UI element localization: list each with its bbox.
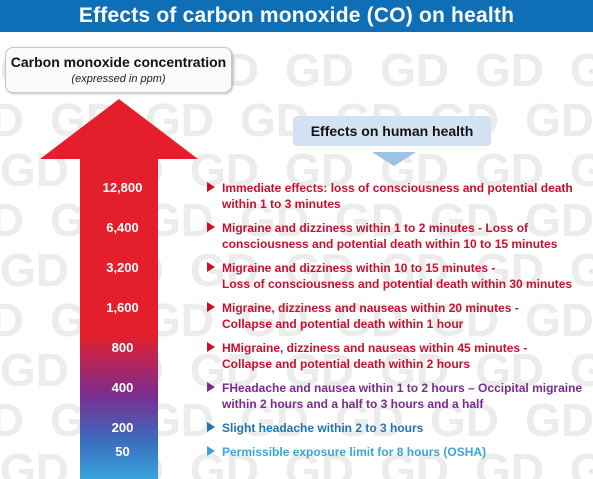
- effect-text-line: HMigraine, dizziness and nauseas within …: [222, 341, 528, 355]
- effect-item-5: FHeadache and nausea within 1 to 2 hours…: [207, 380, 589, 412]
- effect-text-line: Slight headache within 2 to 3 hours: [222, 421, 424, 435]
- bullet-arrow-icon: [207, 262, 215, 272]
- effect-text-line: Loss of consciousness and potential deat…: [222, 277, 573, 291]
- effect-item-3: Migraine, dizziness and nauseas within 2…: [207, 300, 589, 332]
- watermark-mark: GD: [380, 44, 449, 96]
- ppm-level-6: 200: [111, 420, 134, 435]
- ppm-level-5: 400: [111, 380, 134, 395]
- effect-text-line: Migraine and dizziness within 1 to 2 min…: [222, 221, 529, 235]
- watermark-mark: GD: [525, 94, 593, 146]
- effect-item-4: HMigraine, dizziness and nauseas within …: [207, 340, 589, 372]
- concentration-arrow: [40, 99, 198, 479]
- effect-item-7: Permissible exposure limit for 8 hours (…: [207, 444, 589, 460]
- effect-text-line: Immediate effects: loss of consciousness…: [222, 181, 573, 195]
- bullet-arrow-icon: [207, 422, 215, 432]
- effect-item-6: Slight headache within 2 to 3 hours: [207, 420, 589, 436]
- watermark-mark: GD: [475, 44, 544, 96]
- effect-text-line: Migraine and dizziness within 10 to 15 m…: [222, 261, 496, 275]
- watermark-mark: GD: [0, 94, 24, 146]
- concentration-label-box: Carbon monoxide concentration (expressed…: [5, 47, 232, 93]
- watermark-mark: GD: [285, 44, 354, 96]
- watermark-mark: GD: [0, 194, 24, 246]
- effect-item-0: Immediate effects: loss of consciousness…: [207, 180, 589, 212]
- effect-text-line: within 1 to 3 minutes: [222, 197, 341, 211]
- effect-text-line: Migraine, dizziness and nauseas within 2…: [222, 301, 519, 315]
- effect-text-line: FHeadache and nausea within 1 to 2 hours…: [222, 381, 583, 395]
- bullet-arrow-icon: [207, 446, 215, 456]
- concentration-unit: (expressed in ppm): [71, 73, 166, 85]
- ppm-level-7: 50: [115, 444, 130, 459]
- ppm-level-2: 3,200: [106, 260, 139, 275]
- bullet-arrow-icon: [207, 222, 215, 232]
- watermark-mark: GD: [0, 394, 24, 446]
- page-title: Effects of carbon monoxide (CO) on healt…: [78, 4, 515, 27]
- ppm-level-3: 1,600: [106, 300, 139, 315]
- ppm-level-0: 12,800: [102, 180, 143, 195]
- effects-pointer: [372, 152, 416, 166]
- effects-label-box: Effects on human health: [293, 116, 491, 146]
- watermark-mark: GD: [0, 294, 24, 346]
- effect-item-2: Migraine and dizziness within 10 to 15 m…: [207, 260, 589, 292]
- concentration-title: Carbon monoxide concentration: [10, 54, 227, 70]
- bullet-arrow-icon: [207, 382, 215, 392]
- ppm-level-4: 800: [111, 340, 134, 355]
- effect-text-line: consciousness and potential death within…: [222, 237, 558, 251]
- watermark-mark: GD: [570, 44, 593, 96]
- effect-item-1: Migraine and dizziness within 1 to 2 min…: [207, 220, 589, 252]
- effect-text-line: within 2 hours and a half to 3 hours and…: [222, 397, 484, 411]
- title-bar: Effects of carbon monoxide (CO) on healt…: [0, 0, 593, 32]
- ppm-level-1: 6,400: [106, 220, 139, 235]
- effects-label: Effects on human health: [310, 123, 474, 139]
- effect-text-line: Collapse and potential death within 1 ho…: [222, 317, 464, 331]
- bullet-arrow-icon: [207, 182, 215, 192]
- effect-text-line: Collapse and potential death within 2 ho…: [222, 357, 471, 371]
- bullet-arrow-icon: [207, 342, 215, 352]
- effect-text-line: Permissible exposure limit for 8 hours (…: [222, 445, 487, 459]
- bullet-arrow-icon: [207, 302, 215, 312]
